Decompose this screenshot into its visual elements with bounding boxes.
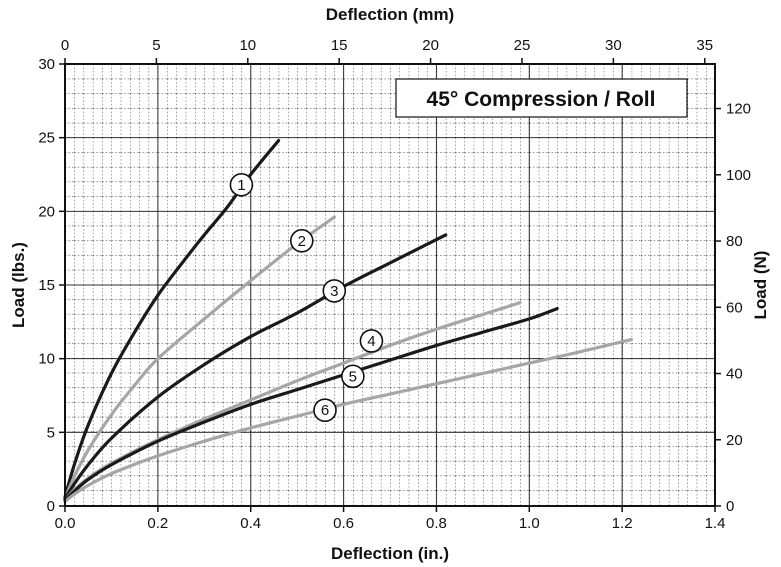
x-tick-label: 0.8	[426, 515, 447, 532]
y-tick-label: 25	[38, 130, 55, 147]
curve-marker-label-3: 3	[330, 283, 338, 300]
y2-tick-label: 60	[726, 299, 743, 316]
x-tick-label: 1.2	[612, 515, 633, 532]
x-tick-label: 0.2	[147, 515, 168, 532]
series-curve-3	[63, 233, 448, 501]
series-layer	[63, 139, 634, 504]
curve-marker-label-2: 2	[298, 233, 306, 250]
curve-marker-circle-1	[229, 173, 254, 197]
x-tick-label: 1.4	[705, 515, 726, 532]
y2-tick-label: 100	[726, 167, 751, 184]
x2-tick-label: 25	[514, 37, 531, 54]
curve-marker-circle-3	[322, 279, 347, 303]
y-tick-label: 30	[38, 56, 55, 73]
y-tick-label: 20	[38, 203, 55, 220]
curve-marker-label-4: 4	[367, 333, 375, 350]
y-tick-label: 5	[47, 424, 55, 441]
x2-axis-title: Deflection (mm)	[326, 5, 454, 24]
x-axis-title: Deflection (in.)	[331, 544, 449, 563]
y-tick-label: 0	[47, 498, 55, 515]
y2-tick-label: 120	[726, 101, 751, 118]
chart-title: 45° Compression / Roll	[427, 88, 656, 111]
x2-tick-label: 35	[696, 37, 713, 54]
curve-markers: 1 2 3 4 5 6	[229, 173, 384, 423]
x2-tick-label: 5	[152, 37, 160, 54]
y2-tick-label: 0	[726, 498, 734, 515]
series-curve-6	[63, 337, 634, 504]
curve-marker-label-6: 6	[321, 402, 329, 419]
y2-tick-label: 40	[726, 366, 743, 383]
x2-tick-label: 30	[605, 37, 622, 54]
curve-marker-label-1: 1	[237, 177, 245, 194]
x-tick-label: 0.4	[240, 515, 261, 532]
y2-tick-label: 20	[726, 432, 743, 449]
curve-marker-circle-6	[313, 398, 337, 423]
x-tick-label: 1.0	[519, 515, 540, 532]
x2-tick-label: 20	[422, 37, 439, 54]
y2-axis-title: Load (N)	[751, 251, 770, 320]
series-curve-1	[63, 139, 281, 499]
y2-tick-label: 80	[726, 233, 743, 250]
series-curve-2	[63, 215, 336, 501]
x2-tick-label: 15	[331, 37, 348, 54]
x-tick-label: 0.6	[333, 515, 354, 532]
y-axis-title: Load (lbs.)	[9, 242, 28, 328]
axis-ticks: 0.0 0.2 0.4 0.6 0.8 1.0 1.2 1.40 5 10 15 20 25 30 3505…	[38, 37, 751, 532]
title-box	[395, 78, 688, 118]
curve-marker-circle-2	[289, 229, 314, 253]
x-tick-label: 0.0	[55, 515, 76, 532]
x2-tick-label: 0	[61, 37, 69, 54]
y-tick-label: 10	[38, 351, 55, 368]
x2-tick-label: 10	[239, 37, 256, 54]
series-curve-5	[63, 306, 559, 502]
curve-marker-circle-4	[359, 329, 384, 353]
y-tick-label: 15	[38, 277, 55, 294]
curve-marker-label-5: 5	[349, 368, 357, 385]
curve-marker-circle-5	[341, 364, 365, 389]
